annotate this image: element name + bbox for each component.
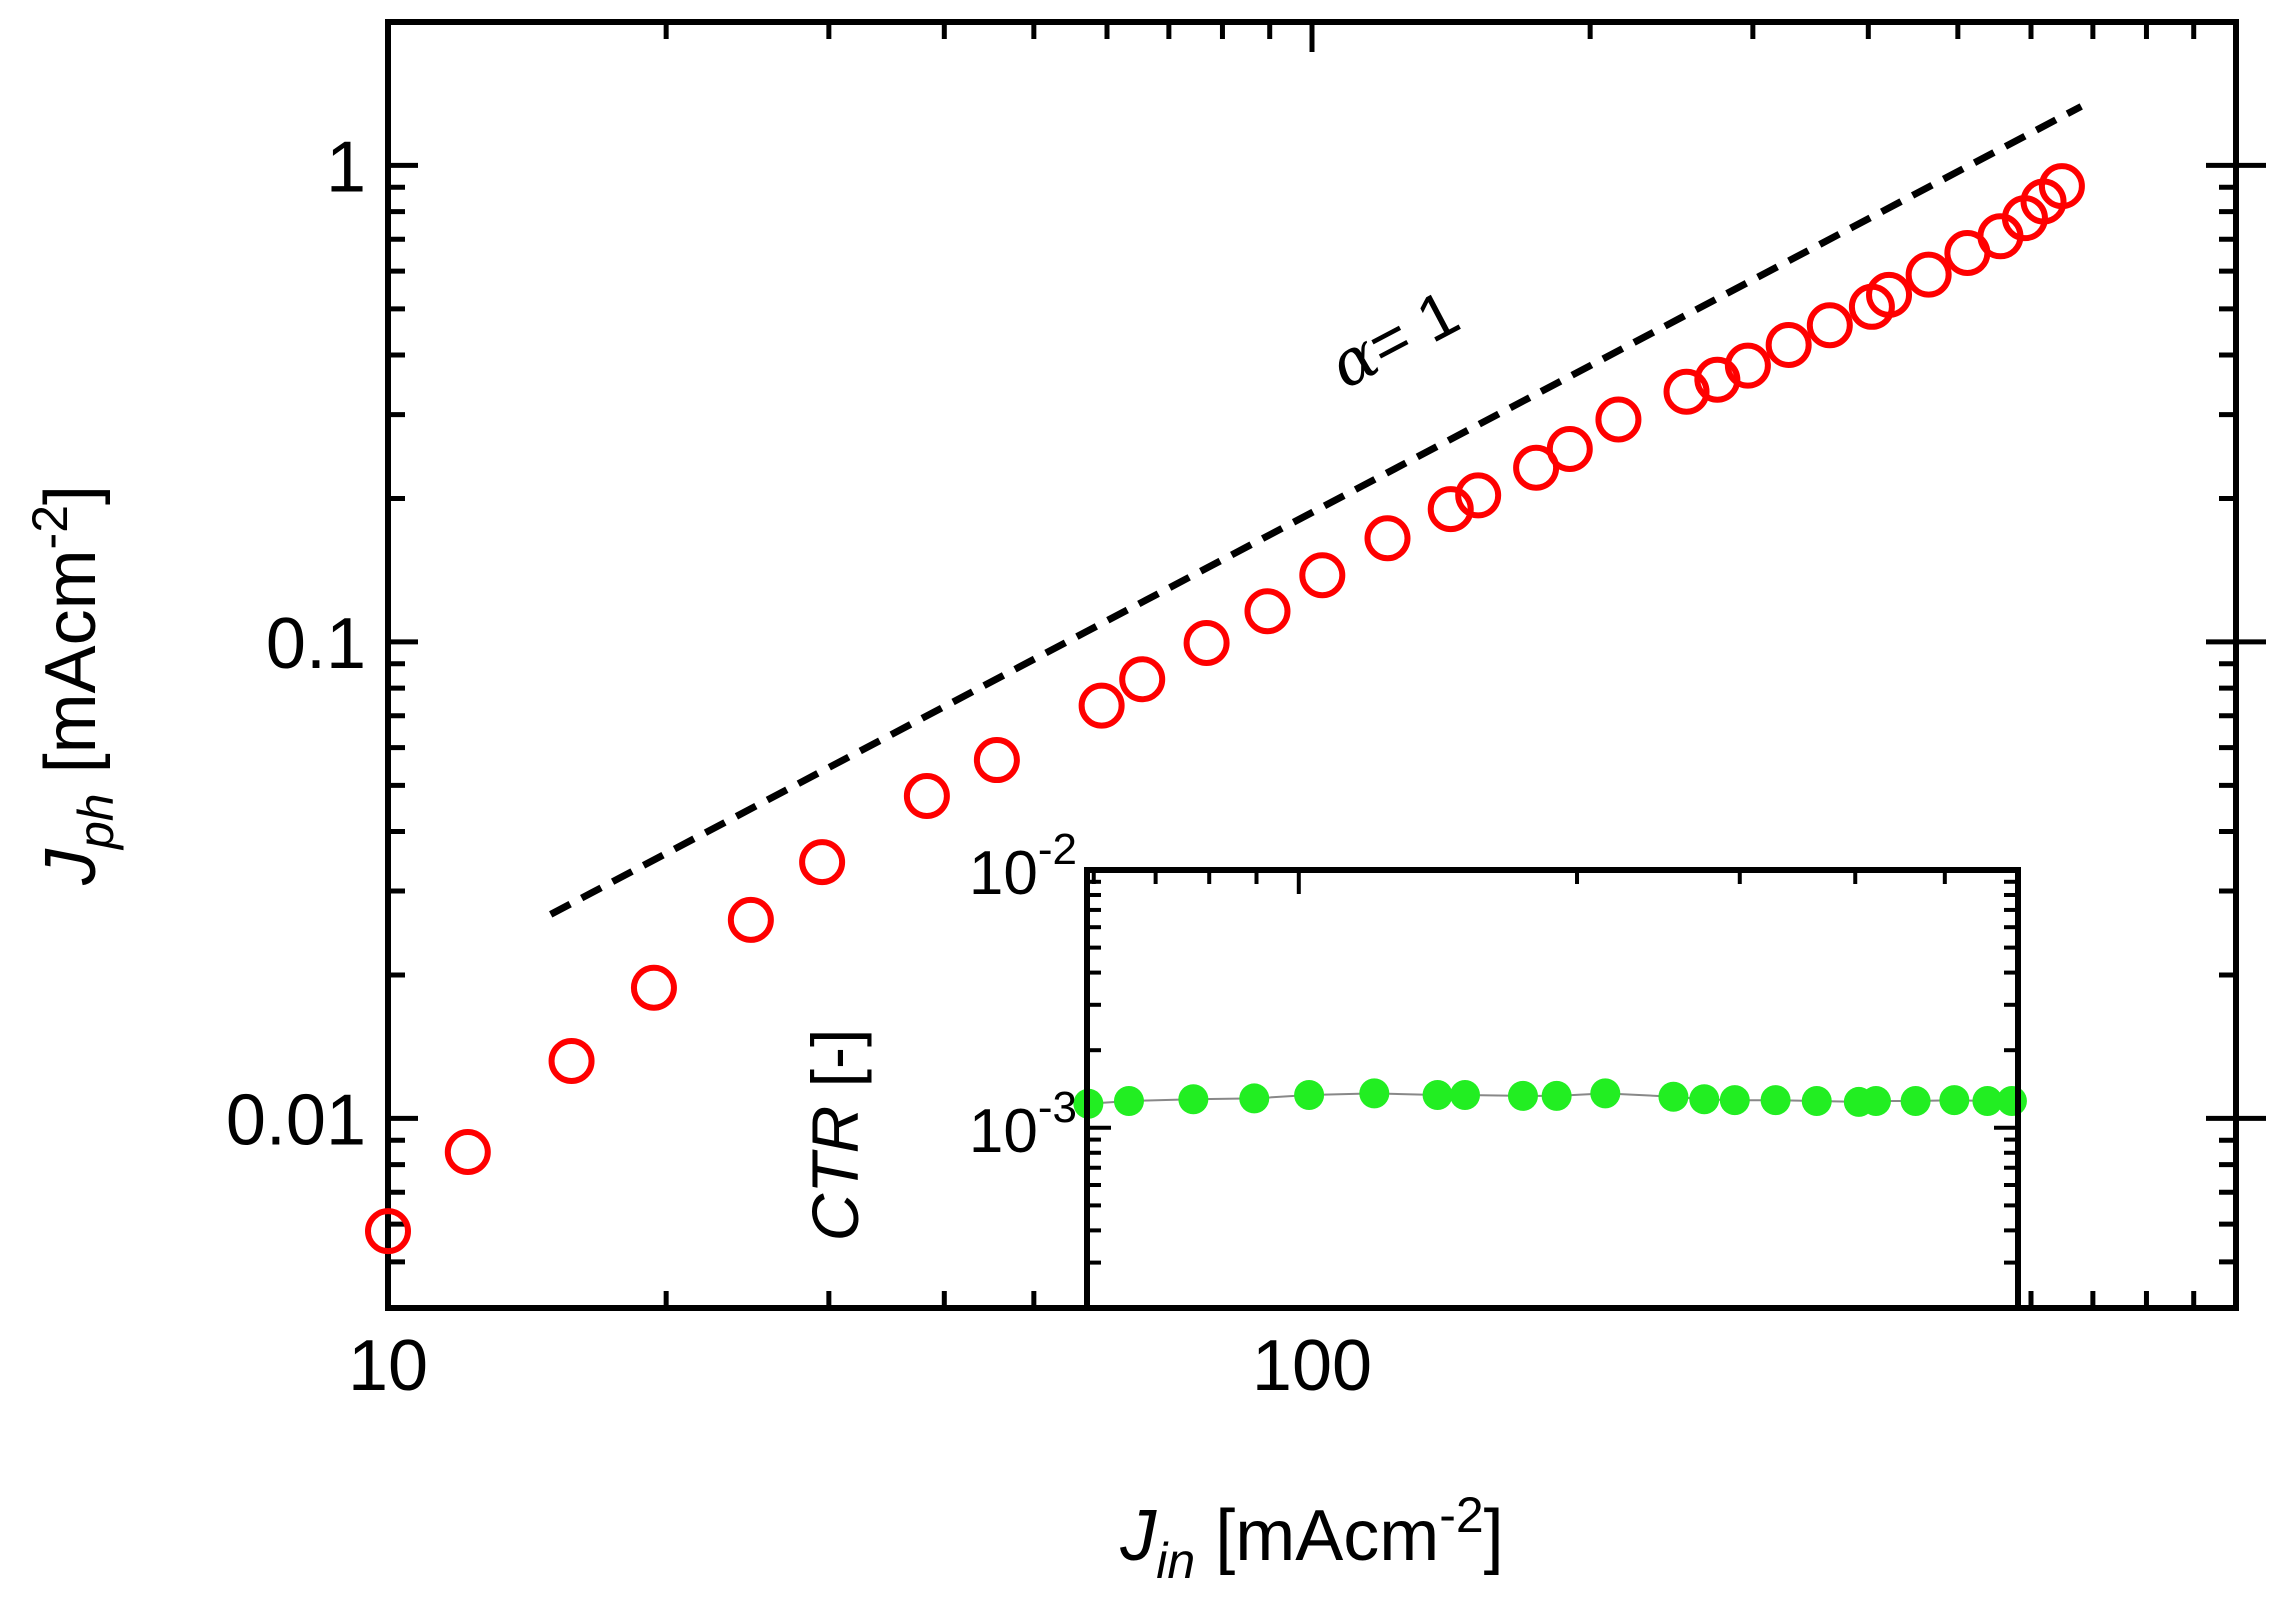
ctr-point [1450,1080,1481,1111]
main-plot: 10 100 0.01 0.1 1 [226,19,2266,1406]
jph-point [1244,588,1291,635]
jph-point [1183,619,1230,666]
jph-point [1513,444,1560,491]
jph-point [1724,342,1771,389]
jph-point [2038,163,2085,210]
jph-point [1765,321,1812,368]
jph-point [1364,515,1411,562]
jph-point [727,896,774,943]
x-tick-label: 10 [348,1326,428,1406]
ctr-point [1359,1078,1390,1109]
ctr-point [1689,1084,1720,1115]
jph-point [1427,486,1474,533]
reference-line-label: α= 1 [1318,276,1471,404]
inset-y-axis-title: CTR [-] [798,1029,872,1242]
inset-tick-labels: 10-2 10-3 [969,825,1077,1166]
jph-point [548,1037,595,1084]
jph-point [799,839,846,886]
y-tick-label: 1 [326,127,366,207]
jph-point [973,737,1020,784]
reference-line-group [549,103,2083,918]
main-tick-labels: 10 100 0.01 0.1 1 [226,127,1372,1406]
jph-point [1905,251,1952,298]
inset-y-tick-label: 10-2 [969,825,1077,908]
jph-point [1806,302,1853,349]
jph-point [1119,656,1166,703]
ctr-series [1073,1078,2027,1119]
main-tick-marks [385,19,2266,1311]
y-axis-title: Jph [mAcm-2] [22,485,124,886]
ctr-point [1719,1085,1750,1116]
ctr-point [1658,1081,1689,1112]
jph-point [1595,396,1642,443]
inset-plot: 10-2 10-3 [969,825,2027,1311]
jph-point [1299,552,1346,599]
alpha-one-reference-line [549,103,2083,918]
jph-point [1078,682,1125,729]
ctr-point [1760,1085,1791,1116]
ctr-point [1422,1080,1453,1111]
ctr-point [1801,1086,1832,1117]
ctr-point [1113,1086,1144,1117]
jph-point [1546,426,1593,473]
ctr-connector-line [1088,1092,2012,1105]
y-tick-label: 0.01 [226,1080,366,1160]
y-tick-label: 0.1 [266,604,366,684]
inset-y-tick-label: 10-3 [969,1083,1077,1166]
ctr-point [1939,1085,1970,1116]
jph-point [1455,472,1502,519]
ctr-point [1541,1080,1572,1111]
ctr-point [1972,1086,2003,1117]
jph-series [365,163,2085,1255]
ctr-point [1507,1080,1538,1111]
jph-point [1663,368,1710,415]
ctr-point [1590,1078,1621,1109]
jph-point [630,964,677,1011]
x-axis-title: Jin [mAcm-2] [1119,1487,1503,1589]
ctr-point [1239,1083,1270,1114]
jph-point [444,1129,491,1176]
ctr-point [1996,1086,2027,1117]
jph-point [1866,271,1913,318]
x-tick-label: 100 [1252,1326,1372,1406]
ctr-point [1900,1086,1931,1117]
ctr-point [1178,1084,1209,1115]
ctr-point [1294,1080,1325,1111]
inset-plot-frame [1084,867,2021,1311]
jph-point [365,1208,411,1255]
ctr-point [1860,1086,1891,1117]
jph-point [903,772,950,819]
